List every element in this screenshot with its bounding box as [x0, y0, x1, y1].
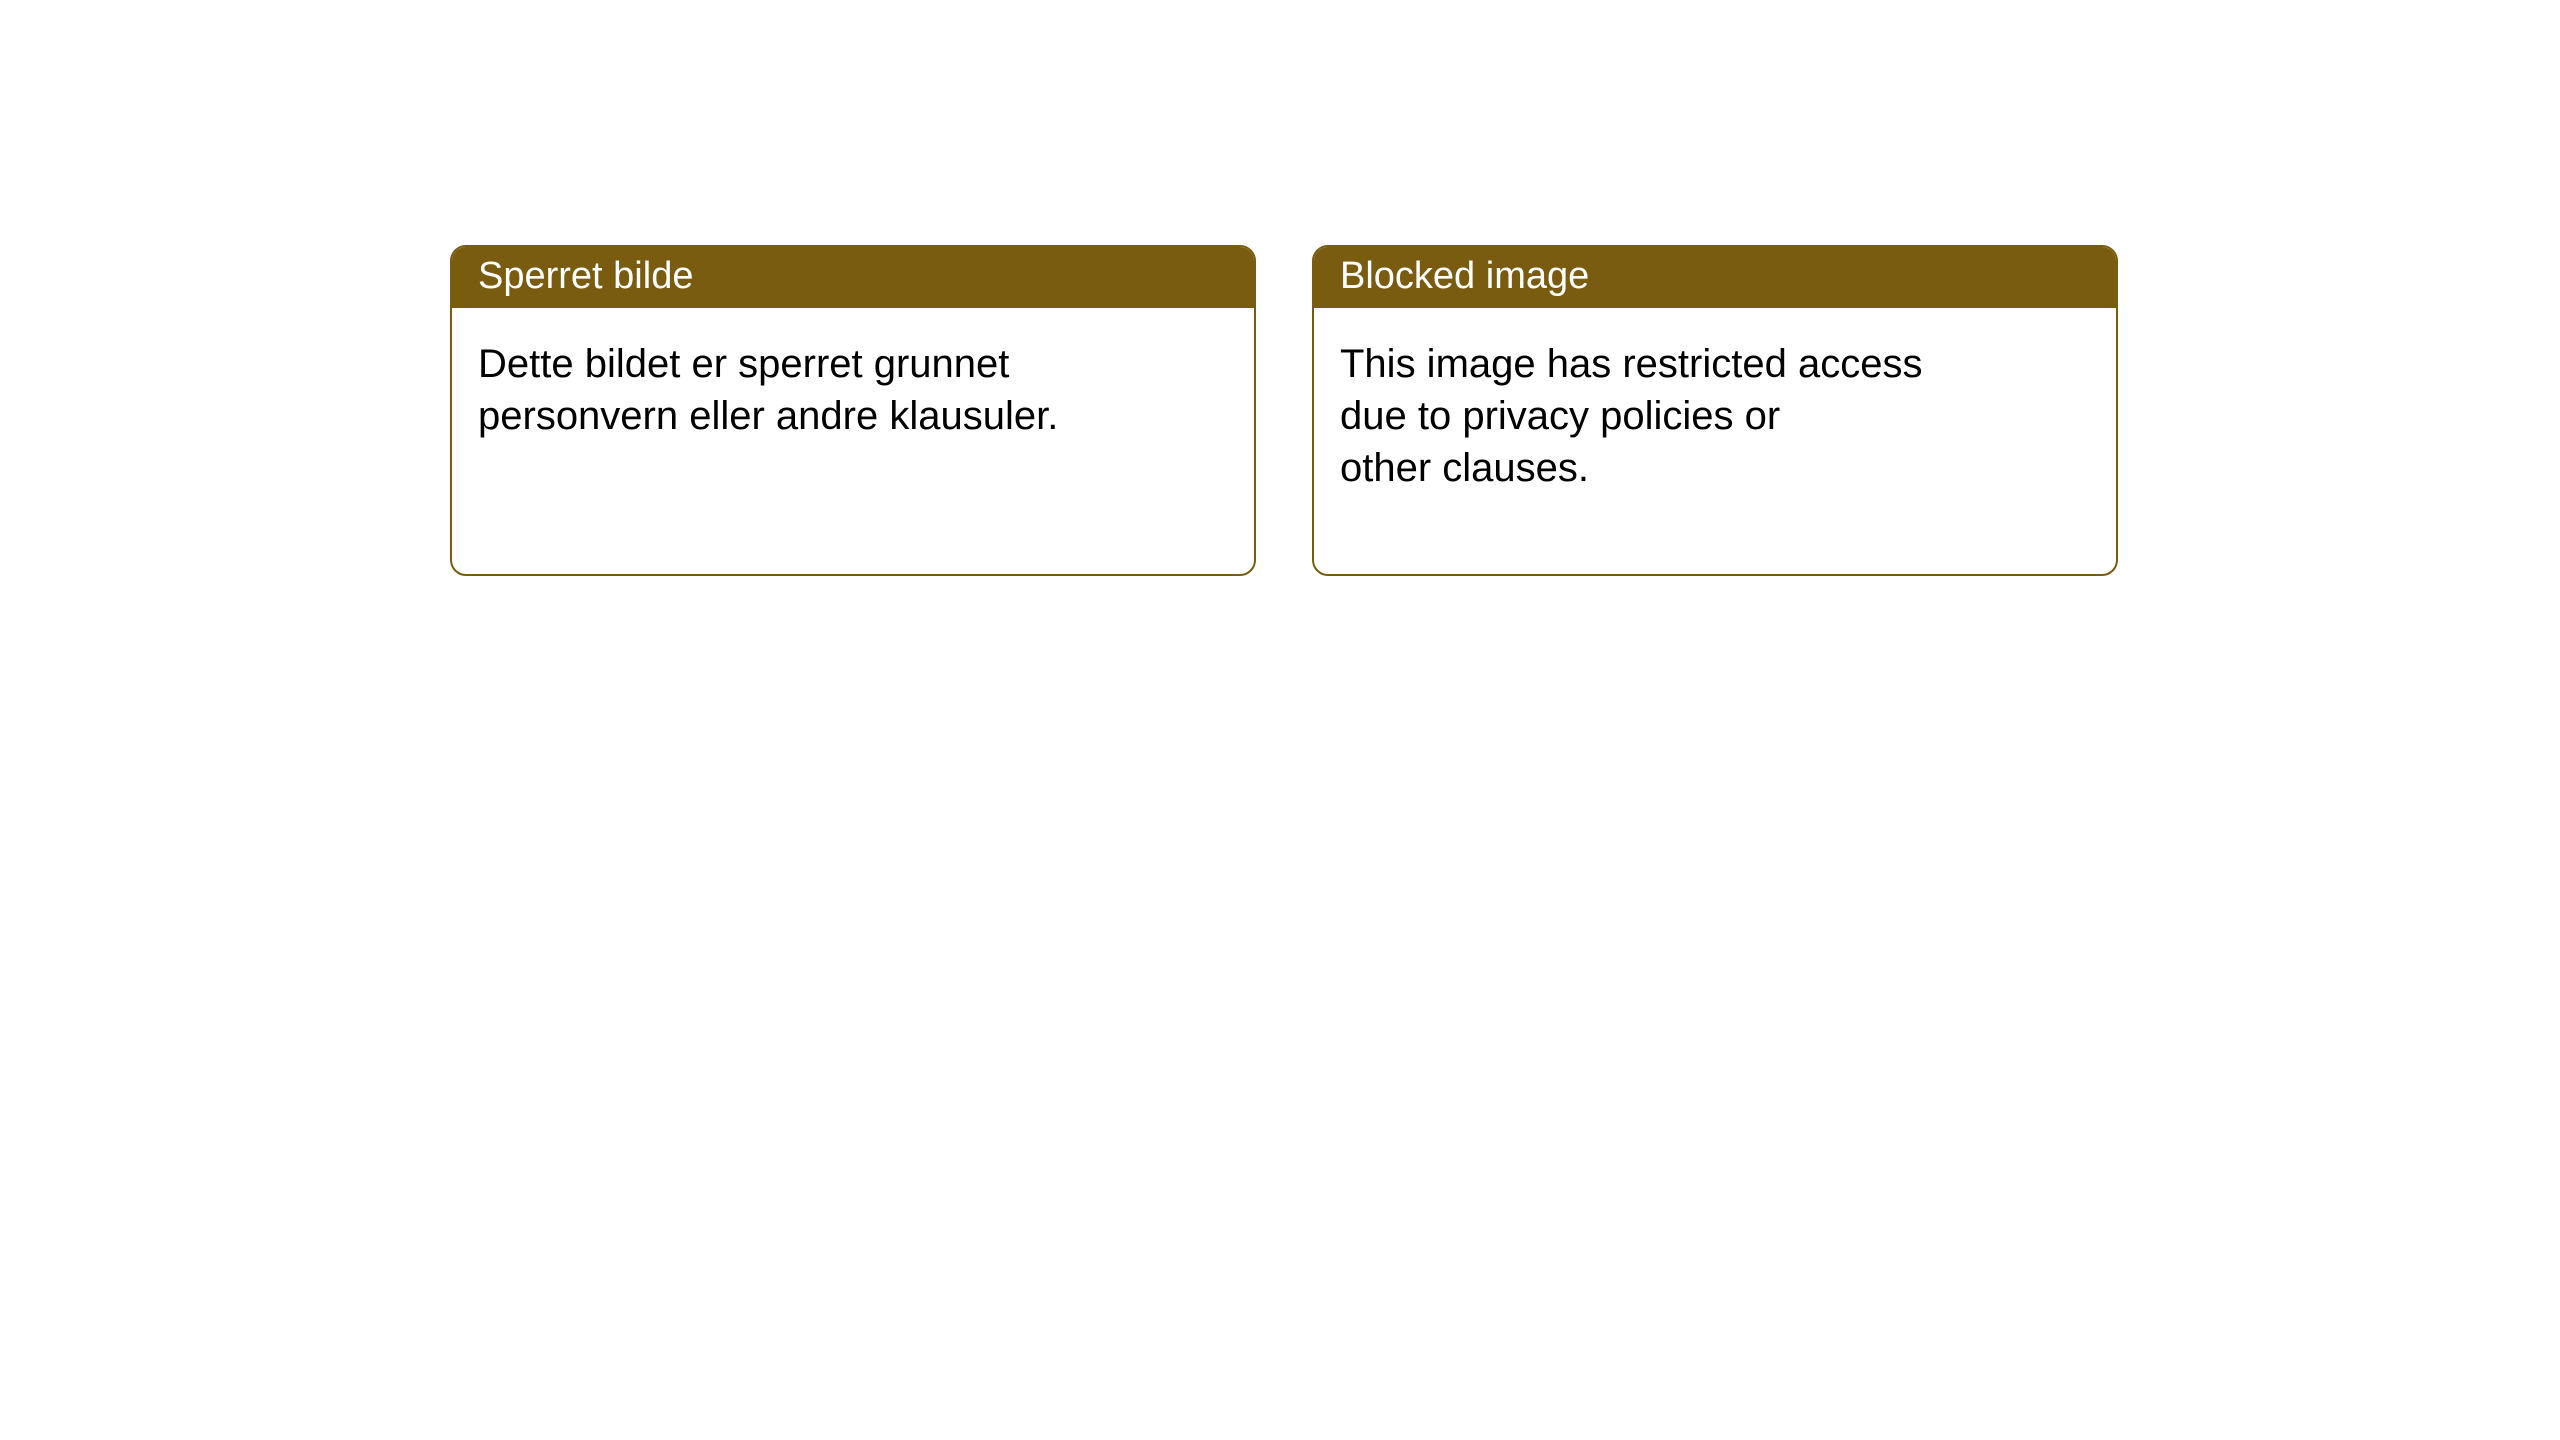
- notice-card-english: Blocked image This image has restricted …: [1312, 245, 2118, 576]
- notice-body: Dette bildet er sperret grunnet personve…: [452, 308, 1152, 522]
- notice-container: Sperret bilde Dette bildet er sperret gr…: [0, 0, 2560, 576]
- notice-card-norwegian: Sperret bilde Dette bildet er sperret gr…: [450, 245, 1256, 576]
- notice-header: Sperret bilde: [452, 247, 1254, 308]
- notice-body: This image has restricted access due to …: [1314, 308, 2014, 574]
- notice-header: Blocked image: [1314, 247, 2116, 308]
